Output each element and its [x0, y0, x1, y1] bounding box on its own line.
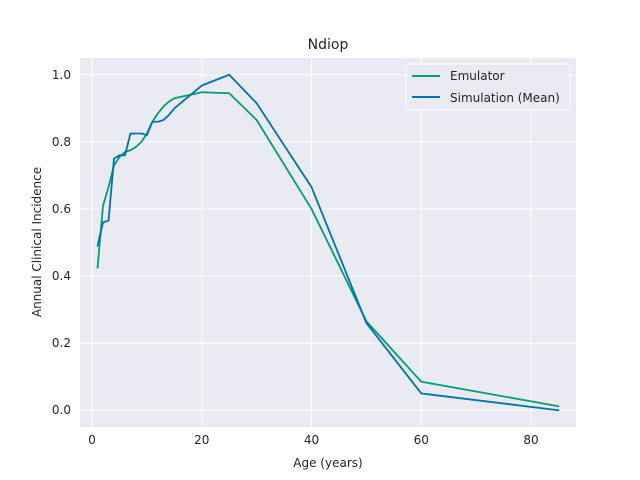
y-tick-label: 0.4 [52, 269, 71, 283]
legend-box [405, 63, 571, 111]
x-tick-label: 0 [88, 433, 96, 447]
x-tick-label: 80 [523, 433, 538, 447]
y-tick-label: 0.2 [52, 336, 71, 350]
y-tick-label: 0.8 [52, 135, 71, 149]
series-lines [96, 73, 560, 412]
legend-label-emulator: Emulator [450, 69, 505, 83]
x-tick-label: 40 [304, 433, 319, 447]
chart-title: Ndiop [308, 37, 349, 53]
y-axis-label: Annual Clinical Incidence [30, 167, 44, 317]
series-line-emulator [96, 91, 560, 408]
legend-label-simulation: Simulation (Mean) [450, 91, 560, 105]
series-line-simulation [96, 73, 560, 412]
legend: Emulator Simulation (Mean) [405, 63, 571, 111]
y-tick-label: 0.6 [52, 202, 71, 216]
x-tick-label: 60 [414, 433, 429, 447]
y-tick-label: 1.0 [52, 68, 71, 82]
y-tick-labels: 0.0 0.2 0.4 0.6 0.8 1.0 [52, 68, 71, 417]
x-axis-label: Age (years) [293, 456, 362, 470]
x-tick-label: 20 [194, 433, 209, 447]
x-tick-labels: 0 20 40 60 80 [88, 433, 538, 447]
y-tick-label: 0.0 [52, 403, 71, 417]
